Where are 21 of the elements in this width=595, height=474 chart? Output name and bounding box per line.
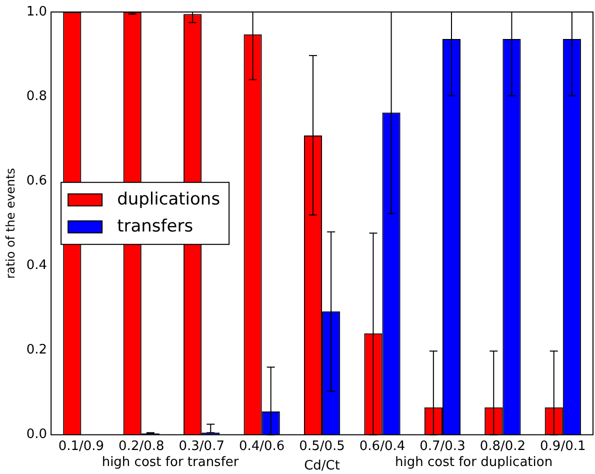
y-tick-label: 0.4 — [26, 258, 48, 274]
x-tick-label: 0.2/0.8 — [118, 438, 164, 454]
y-tick-label: 0.2 — [26, 342, 48, 358]
y-tick-label: 0.8 — [26, 88, 48, 104]
x-tick-label: 0.5/0.5 — [299, 438, 345, 454]
y-tick-label: 1.0 — [26, 4, 48, 20]
text: high cost for duplication — [394, 455, 553, 470]
x-tick-label: 0.9/0.1 — [540, 438, 586, 454]
x-tick-label: 0.8/0.2 — [480, 438, 526, 454]
legend-label: transfers — [117, 216, 194, 236]
y-tick-label: 0.6 — [26, 173, 48, 188]
x-tick-label: 0.4/0.6 — [238, 438, 285, 454]
x-axis-title: Cd/Ct — [304, 458, 340, 474]
y-axis-title: ratio of the events — [3, 168, 18, 279]
y-tick-label: 0.0 — [26, 427, 48, 442]
x-tick-label: 0.6/0.4 — [359, 438, 406, 454]
legend-label: duplications — [117, 189, 220, 210]
x-tick-label: 0.1/0.9 — [58, 438, 104, 454]
x-tick-label: 0.7/0.3 — [420, 438, 466, 454]
x-tick-label: 0.3/0.7 — [178, 438, 224, 454]
text: high cost for transfer — [102, 455, 240, 470]
